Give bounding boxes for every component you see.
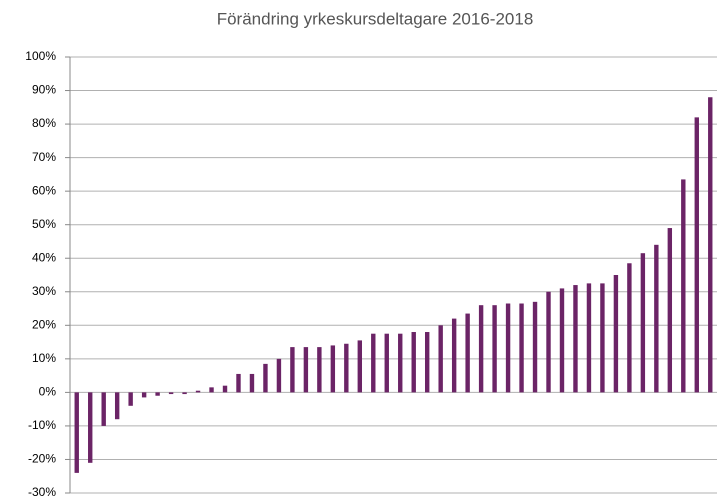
y-tick-label: 30%	[32, 284, 56, 298]
bar	[155, 392, 160, 396]
bar	[195, 390, 201, 393]
bar	[613, 275, 619, 393]
bar	[465, 313, 470, 393]
y-tick-label: 0%	[39, 385, 57, 399]
y-tick-label: 100%	[25, 49, 56, 63]
bar	[708, 97, 713, 393]
bar	[627, 263, 632, 393]
bar	[249, 373, 255, 393]
y-tick-label: 60%	[32, 183, 56, 197]
bar	[398, 333, 403, 393]
bar	[128, 392, 133, 406]
bar	[357, 340, 363, 393]
bar	[168, 392, 174, 395]
bar	[532, 301, 538, 393]
bar	[74, 392, 79, 473]
y-tick-label: 70%	[32, 150, 56, 164]
bar	[438, 325, 443, 393]
bar	[424, 332, 430, 393]
bar	[492, 305, 497, 393]
bar	[330, 345, 336, 393]
bar	[101, 392, 106, 426]
y-tick-label: 10%	[32, 351, 56, 365]
y-tick-label: -10%	[28, 418, 56, 432]
bar	[505, 303, 511, 393]
bar	[263, 363, 268, 393]
bar	[384, 333, 389, 393]
bar	[654, 244, 659, 393]
chart-title: Förändring yrkeskursdeltagare 2016-2018	[217, 9, 534, 28]
bar	[559, 288, 565, 393]
bar	[681, 179, 686, 393]
bar	[694, 117, 699, 393]
y-tick-label: 50%	[32, 217, 56, 231]
y-tick-label: 20%	[32, 317, 56, 331]
bar	[182, 392, 187, 395]
bar	[141, 392, 147, 398]
y-tick-label: 90%	[32, 83, 56, 97]
bar	[586, 283, 592, 393]
bar	[573, 285, 578, 393]
bar	[519, 303, 524, 393]
bar	[600, 283, 605, 393]
bar	[667, 228, 673, 393]
bar	[411, 332, 416, 393]
y-tick-label: 40%	[32, 250, 56, 264]
bar	[88, 392, 93, 463]
y-tick-label: -20%	[28, 452, 56, 466]
bar	[317, 347, 322, 393]
bar	[290, 347, 295, 393]
bar	[371, 333, 376, 393]
bar	[640, 253, 646, 393]
bar	[451, 318, 457, 393]
bar	[478, 305, 484, 393]
bar	[209, 387, 214, 393]
bar	[546, 291, 551, 393]
bar	[344, 343, 349, 393]
bar	[222, 385, 228, 393]
y-tick-label: 80%	[32, 116, 56, 130]
y-tick-label: -30%	[28, 485, 56, 499]
bar	[236, 373, 241, 393]
bar	[303, 347, 309, 393]
bar	[114, 392, 120, 420]
bar	[276, 358, 282, 393]
